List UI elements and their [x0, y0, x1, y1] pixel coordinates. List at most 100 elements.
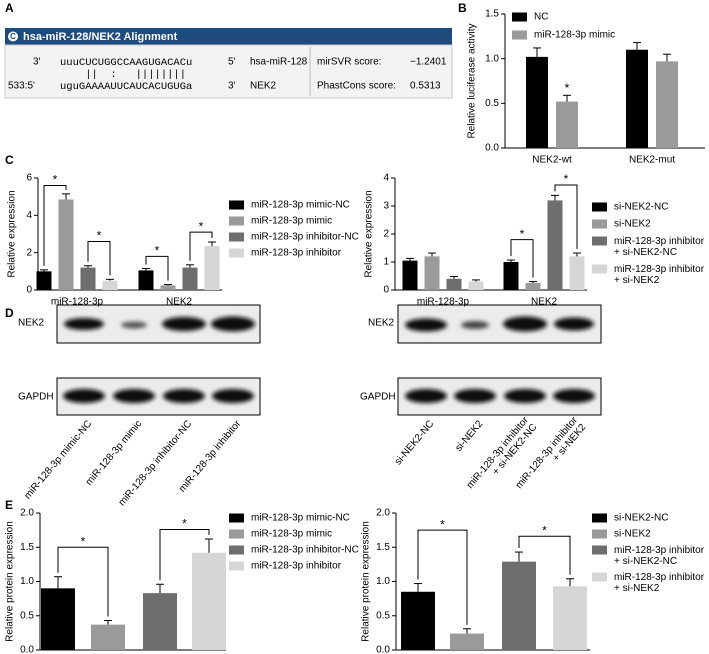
blot-row-label: GAPDH [360, 392, 396, 403]
sequence-name: hsa-miR-128 [250, 57, 308, 68]
bar [502, 561, 536, 650]
bar [656, 61, 678, 149]
legend-swatch [592, 264, 607, 274]
y-tick-label: 0.5 [376, 610, 390, 621]
legend-label: si-NEK2-NC [614, 202, 668, 213]
legend-label: si-NEK2 [614, 219, 651, 230]
y-tick-label: 0.0 [376, 645, 390, 654]
legend-swatch [592, 236, 607, 246]
band [163, 389, 205, 403]
legend-label: miR-128-3p inhibitor-NC [251, 545, 359, 556]
bar [446, 278, 462, 290]
bar [58, 199, 74, 290]
bar [547, 200, 563, 290]
error-bar [62, 193, 70, 200]
bar [402, 260, 418, 290]
panel-label: E [5, 498, 13, 512]
legend-swatch [229, 561, 244, 571]
band [121, 321, 147, 329]
legend-label: miR-128-3p mimic-NC [251, 200, 350, 211]
prime: 3' [33, 57, 41, 68]
blot-row-label: GAPDH [18, 392, 54, 403]
bracket [87, 240, 111, 276]
significance: * [155, 244, 160, 258]
error-bar [472, 279, 480, 282]
x-tick-label: NEK2-mut [629, 155, 675, 166]
legend-label: miR-128-3p mimic [251, 529, 332, 540]
error-bar [633, 42, 641, 50]
error-bar [414, 583, 422, 592]
error-bar [104, 620, 112, 625]
y-tick-label: 1.0 [20, 576, 34, 587]
error-bar [551, 194, 559, 201]
y-axis-label: Relative expression [7, 190, 18, 277]
legend-label: NC [534, 12, 548, 23]
error-bar [84, 265, 92, 268]
bracket [159, 528, 210, 581]
legend-swatch [229, 513, 244, 523]
panel-label: A [5, 1, 14, 15]
y-axis-label: Relative protein expression [5, 521, 16, 642]
blot-row-label: NEK2 [18, 318, 45, 329]
bar [569, 256, 585, 290]
error-bar [106, 278, 114, 281]
prime: 3' [228, 81, 236, 92]
y-tick-label: 2.0 [20, 508, 34, 519]
legend-swatch [592, 545, 607, 555]
error-bar [573, 252, 581, 257]
lane-label: si-NEK2 [453, 418, 485, 454]
error-bar [54, 576, 62, 589]
band [461, 321, 489, 329]
significance: * [81, 534, 86, 548]
error-bar [40, 269, 48, 272]
band [405, 389, 447, 403]
significance: * [542, 523, 547, 537]
bar [626, 49, 648, 148]
panel-label: C [5, 153, 14, 167]
bar [401, 591, 435, 650]
y-axis-label: Relative expression [364, 190, 375, 277]
legend-label: miR-128-3p inhibitor + si-NEK2 [614, 572, 705, 594]
bracket [510, 239, 534, 278]
legend-label: miR-128-3p inhibitor-NC [251, 232, 359, 243]
bar [553, 586, 587, 650]
legend-label: miR-128-3p mimic [534, 30, 615, 41]
legend-label: miR-128-3p inhibitor + si-NEK2-NC [614, 236, 705, 258]
legend-swatch [229, 248, 244, 258]
sequence-name: NEK2 [250, 81, 277, 92]
x-tick-label: miR-128-3p [51, 297, 104, 308]
alignment-header [5, 28, 452, 45]
lane-label: miR-128-3p mimic [84, 419, 145, 488]
bracket [189, 231, 213, 261]
bar [525, 283, 541, 290]
significance: * [97, 229, 102, 243]
error-bar [515, 551, 523, 562]
error-bar [205, 538, 213, 553]
bar [503, 262, 519, 290]
error-bar [208, 241, 216, 247]
error-bar [663, 53, 671, 62]
legend-swatch [229, 529, 244, 539]
significance: * [182, 517, 187, 531]
bracket [145, 255, 169, 281]
band [553, 389, 595, 403]
legend-swatch [229, 545, 244, 555]
alignment-title: hsa-miR-128/NEK2 Alignment [23, 31, 178, 43]
alignment-panel: C hsa-miR-128/NEK2 Alignment 3' uuuCUCUG… [4, 28, 453, 99]
pairing: || : |||||||| [60, 69, 199, 81]
error-bar [164, 284, 172, 286]
legend-label: miR-128-3p inhibitor [251, 561, 342, 572]
sequence: uguGAAAAUUCAUCACUGUGa [60, 81, 192, 93]
legend-swatch [512, 12, 527, 22]
y-tick-label: 0.5 [20, 610, 34, 621]
legend-swatch [592, 513, 607, 523]
legend-swatch [592, 572, 607, 582]
bar [526, 56, 548, 148]
band [554, 317, 594, 331]
panel-label: B [458, 1, 467, 15]
score-label: PhastCons score: [317, 81, 396, 92]
y-tick-label: 1.5 [20, 542, 34, 553]
y-tick-label: 1.0 [485, 53, 499, 64]
error-bar [142, 268, 150, 271]
